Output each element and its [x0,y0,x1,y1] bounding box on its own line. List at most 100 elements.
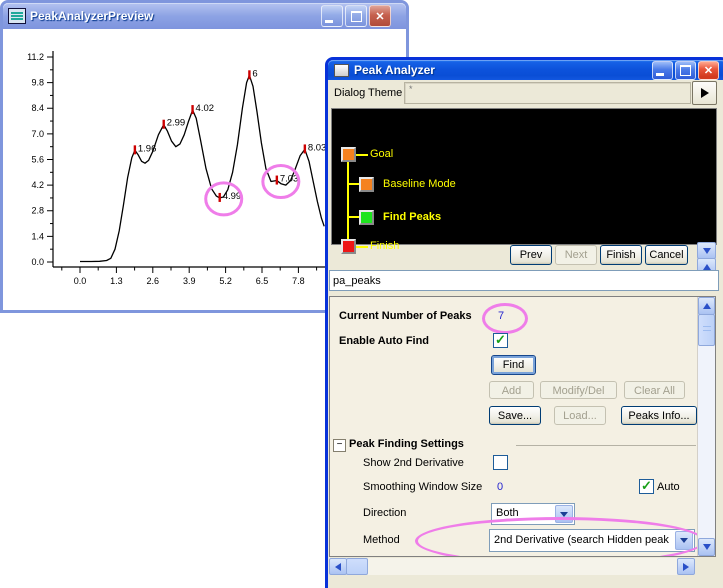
auto-find-label: Enable Auto Find [339,335,430,347]
svg-text:2.8: 2.8 [31,206,44,216]
auto-checkbox[interactable]: ✓ [639,479,654,494]
svg-text:7.03: 7.03 [280,174,299,185]
cancel-button[interactable]: Cancel [645,245,688,265]
auto-find-checkbox[interactable]: ✓ [493,333,508,348]
settings-panel: Current Number of Peaks 7 Enable Auto Fi… [329,296,716,557]
smoothing-window-size-label: Smoothing Window Size [363,481,483,493]
clear-all-button[interactable]: Clear All [624,381,685,399]
preview-titlebar[interactable]: PeakAnalyzerPreview ✕ [3,3,406,29]
svg-text:0.0: 0.0 [74,276,87,286]
modify-del-button[interactable]: Modify/Del [540,381,617,399]
play-arrow-icon [700,88,714,98]
svg-text:5.2: 5.2 [219,276,232,286]
dropdown-button[interactable] [555,505,573,523]
scrollbar-thumb[interactable] [698,314,715,346]
wizard-step-marker-find-peaks[interactable] [359,210,374,225]
svg-text:8.03: 8.03 [308,142,327,153]
wizard-connector [347,162,349,240]
svg-text:4.99: 4.99 [223,191,242,202]
dialog-theme-input[interactable]: * [404,82,691,104]
add-button[interactable]: Add [489,381,534,399]
next-button[interactable]: Next [555,245,597,265]
peak-finding-settings-header: Peak Finding Settings [349,438,464,450]
dialog-content: Dialog Theme * Goal Baseline Mode Find Pea… [328,80,723,588]
close-button[interactable]: ✕ [369,5,391,27]
current-peaks-label: Current Number of Peaks [339,310,472,322]
horizontal-scrollbar[interactable] [329,558,695,575]
maximize-button[interactable] [345,5,367,27]
svg-text:2.6: 2.6 [147,276,160,286]
minimize-icon [656,72,664,76]
wizard-step-label-goal[interactable]: Goal [370,148,394,160]
scroll-left-button[interactable] [329,558,347,575]
maximize-button[interactable] [675,60,696,80]
wizard-connector [347,216,359,218]
wizard-connector [356,246,368,248]
roll-down-button[interactable] [697,242,716,259]
smoothing-window-size-value[interactable]: 0 [497,481,504,493]
triangle-up-icon [702,260,711,270]
svg-text:8.4: 8.4 [31,103,44,113]
method-value: 2nd Derivative (search Hidden peak [494,534,669,546]
wizard-step-label-find-peaks[interactable]: Find Peaks [383,211,442,223]
svg-text:11.2: 11.2 [27,52,44,62]
direction-dropdown[interactable]: Both [491,503,575,525]
svg-text:3.9: 3.9 [183,276,196,286]
close-button[interactable]: ✕ [698,60,719,80]
wizard-step-label-finish[interactable]: Finish [370,240,400,252]
svg-text:6.5: 6.5 [256,276,269,286]
wizard-step-marker-finish[interactable] [341,239,356,254]
svg-text:1.96: 1.96 [138,143,157,154]
annotation-ellipse-peak-count [482,303,528,334]
scrollbar-thumb[interactable] [346,558,368,575]
wizard-connector [347,183,359,185]
dialog-titlebar[interactable]: Peak Analyzer ✕ [328,60,723,80]
direction-value: Both [496,507,519,519]
wizard-map: Goal Baseline Mode Find Peaks Finish [331,108,717,254]
svg-text:2.99: 2.99 [167,118,186,129]
method-dropdown[interactable]: 2nd Derivative (search Hidden peak [489,529,695,552]
minimize-icon [325,20,333,23]
triangle-down-icon [702,544,711,554]
svg-text:7.8: 7.8 [292,276,305,286]
finish-button[interactable]: Finish [600,245,642,265]
theme-name-input[interactable] [329,270,719,291]
svg-text:1.4: 1.4 [31,231,44,241]
current-peaks-value: 7 [498,310,505,322]
dialog-theme-menu-button[interactable] [692,81,717,105]
scroll-right-button[interactable] [677,558,695,575]
scroll-up-button[interactable] [698,297,715,315]
svg-text:0.0: 0.0 [31,257,44,267]
scroll-down-button[interactable] [698,538,715,556]
svg-text:4.2: 4.2 [31,180,44,190]
dialog-theme-value: * [409,84,413,94]
direction-label: Direction [363,507,407,519]
svg-text:4.02: 4.02 [196,103,215,114]
dropdown-button[interactable] [675,531,693,550]
vertical-scrollbar[interactable] [697,297,715,556]
save-button[interactable]: Save... [489,406,541,425]
svg-text:9.8: 9.8 [31,78,44,88]
graph-window-icon [8,8,26,24]
method-label: Method [363,534,400,546]
wizard-connector [356,154,368,156]
wizard-step-marker-baseline-mode[interactable] [359,177,374,192]
wizard-step-label-baseline-mode[interactable]: Baseline Mode [383,178,456,190]
minimize-button[interactable] [652,60,673,80]
collapse-section-button[interactable]: − [333,439,346,452]
svg-text:5.6: 5.6 [31,154,44,164]
minimize-button[interactable] [321,5,343,27]
peaks-info-button[interactable]: Peaks Info... [621,406,697,425]
dialog-theme-label: Dialog Theme [334,87,403,99]
dialog-icon [334,63,349,77]
load-button[interactable]: Load... [554,406,606,425]
prev-button[interactable]: Prev [510,245,552,265]
chevron-down-icon [560,511,568,521]
svg-text:7.0: 7.0 [31,129,44,139]
find-button[interactable]: Find [491,355,536,375]
wizard-step-marker-goal[interactable] [341,147,356,162]
section-divider [516,445,696,446]
maximize-icon [680,64,691,76]
show-2nd-derivative-checkbox[interactable] [493,455,508,470]
